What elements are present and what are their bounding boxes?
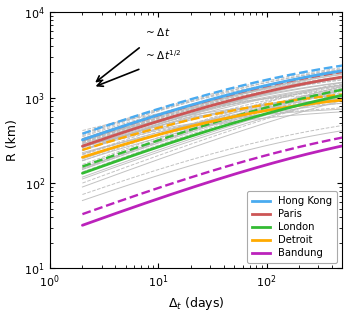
London <box>340 93 345 97</box>
London <box>183 136 188 140</box>
Paris <box>244 95 248 99</box>
Detroit <box>268 108 272 112</box>
Paris <box>80 144 85 148</box>
Y-axis label: R (km): R (km) <box>6 119 18 161</box>
London <box>268 111 272 114</box>
London <box>244 117 248 121</box>
Line: Detroit: Detroit <box>82 100 342 157</box>
Line: London: London <box>82 95 342 173</box>
Detroit <box>183 126 188 129</box>
Hong Kong <box>183 105 188 109</box>
Paris <box>269 89 274 93</box>
Hong Kong <box>340 69 345 73</box>
Bandung <box>112 212 116 216</box>
Hong Kong <box>268 83 272 86</box>
Hong Kong <box>80 138 85 142</box>
Bandung <box>165 194 169 198</box>
Text: ~ $\Delta t^{1/2}$: ~ $\Delta t^{1/2}$ <box>145 48 181 62</box>
Paris <box>268 89 272 93</box>
Bandung <box>244 169 248 173</box>
Legend: Hong Kong, Paris, London, Detroit, Bandung: Hong Kong, Paris, London, Detroit, Bandu… <box>247 191 338 263</box>
Bandung <box>340 144 345 148</box>
London <box>269 110 274 114</box>
London <box>112 160 116 164</box>
Detroit <box>340 98 345 102</box>
London <box>80 171 85 175</box>
Detroit <box>165 130 169 134</box>
Paris <box>183 111 188 115</box>
Hong Kong <box>112 128 116 131</box>
Paris <box>340 75 345 79</box>
Detroit <box>80 156 85 159</box>
Detroit <box>244 112 248 116</box>
Line: Paris: Paris <box>82 77 342 146</box>
London <box>165 142 169 146</box>
Bandung <box>80 223 85 227</box>
X-axis label: $\Delta_t$ (days): $\Delta_t$ (days) <box>168 295 224 313</box>
Line: Hong Kong: Hong Kong <box>82 71 342 140</box>
Hong Kong <box>269 82 274 86</box>
Hong Kong <box>244 88 248 92</box>
Paris <box>112 134 116 137</box>
Text: ~ $\Delta t$: ~ $\Delta t$ <box>145 26 170 38</box>
Paris <box>165 117 169 121</box>
Bandung <box>268 162 272 166</box>
Line: Bandung: Bandung <box>82 146 342 225</box>
Bandung <box>269 162 274 165</box>
Detroit <box>112 146 116 149</box>
Hong Kong <box>165 110 169 114</box>
Detroit <box>269 108 274 112</box>
Bandung <box>183 188 188 191</box>
